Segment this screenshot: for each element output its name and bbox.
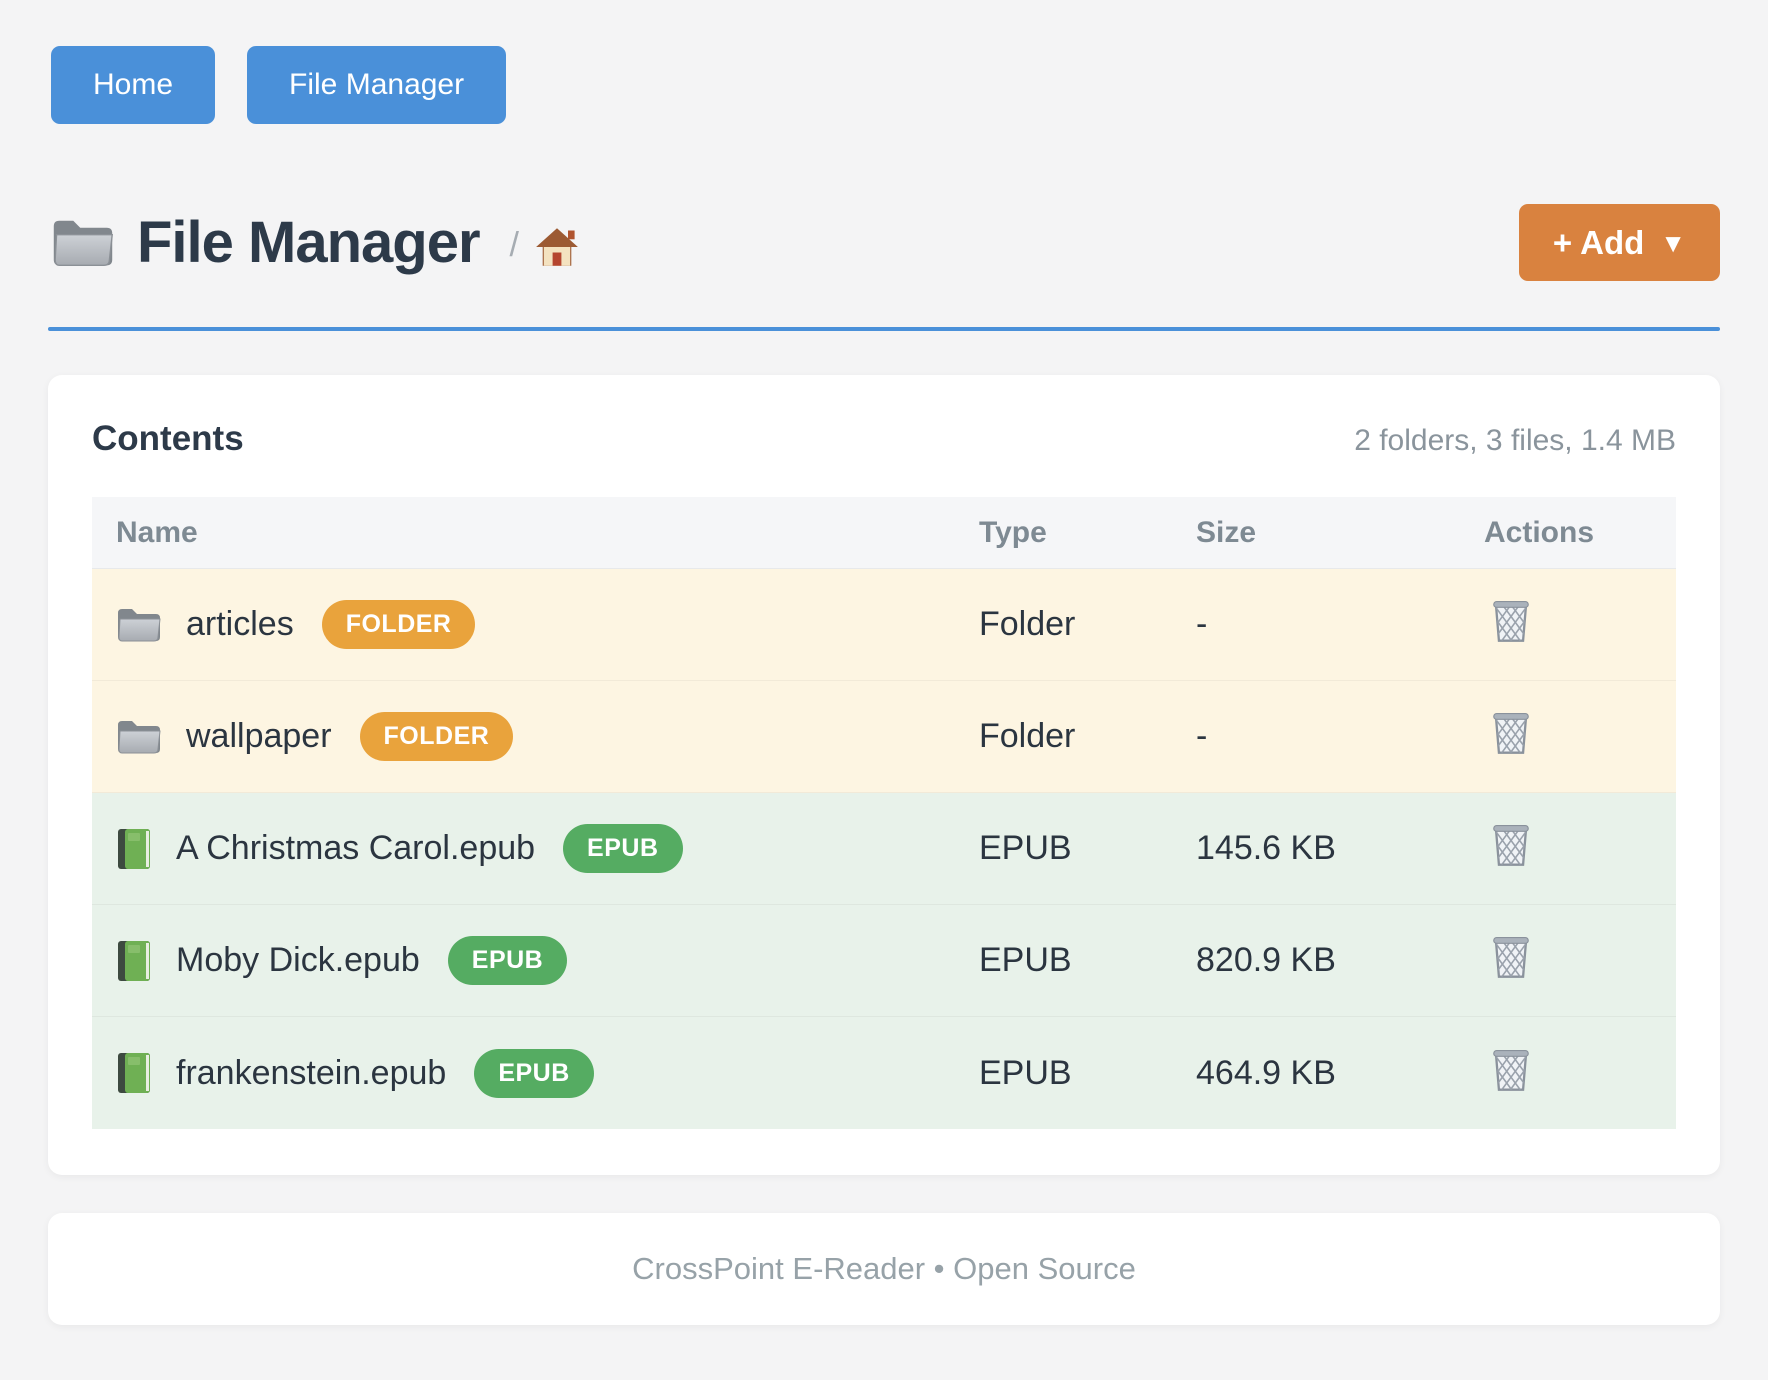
- file-name[interactable]: frankenstein.epub: [176, 1053, 447, 1092]
- folder-icon: [116, 718, 162, 756]
- folder-icon: [51, 215, 115, 271]
- table-row[interactable]: A Christmas Carol.epub EPUB EPUB 145.6 K…: [92, 793, 1676, 905]
- contents-card: Contents 2 folders, 3 files, 1.4 MB Name…: [48, 375, 1720, 1175]
- trash-icon[interactable]: [1490, 709, 1532, 755]
- home-button[interactable]: Home: [51, 46, 216, 124]
- table-header: Name Type Size Actions: [92, 497, 1676, 569]
- type-cell: Folder: [979, 605, 1076, 643]
- file-name[interactable]: wallpaper: [186, 717, 332, 755]
- trash-icon[interactable]: [1490, 821, 1532, 867]
- page-title: File Manager: [137, 210, 481, 275]
- column-header-size: Size: [1196, 515, 1257, 549]
- type-badge: EPUB: [474, 1048, 594, 1098]
- size-cell: 820.9 KB: [1196, 941, 1336, 979]
- type-cell: EPUB: [979, 1053, 1072, 1092]
- book-icon: [116, 1051, 152, 1095]
- footer: CrossPoint E-Reader • Open Source: [48, 1213, 1720, 1325]
- title-group: File Manager /: [51, 209, 579, 276]
- size-cell: 145.6 KB: [1196, 829, 1336, 867]
- file-name[interactable]: articles: [186, 605, 294, 643]
- type-cell: Folder: [979, 717, 1076, 755]
- size-cell: -: [1196, 605, 1208, 643]
- file-manager-button[interactable]: File Manager: [247, 46, 507, 124]
- contents-summary: 2 folders, 3 files, 1.4 MB: [1354, 424, 1676, 457]
- page-header: File Manager / + Add ▼: [51, 204, 1720, 281]
- size-cell: -: [1196, 717, 1208, 755]
- type-badge: EPUB: [563, 824, 683, 873]
- chevron-down-icon: ▼: [1660, 227, 1686, 258]
- trash-icon[interactable]: [1490, 933, 1532, 979]
- trash-icon[interactable]: [1490, 1046, 1532, 1092]
- type-badge: FOLDER: [321, 600, 476, 649]
- top-nav: Home File Manager: [51, 46, 1720, 124]
- add-button-label: + Add: [1552, 224, 1645, 261]
- folder-icon: [116, 606, 162, 644]
- footer-text: CrossPoint E-Reader • Open Source: [632, 1251, 1136, 1286]
- column-header-type: Type: [979, 515, 1047, 549]
- home-icon[interactable]: [535, 226, 579, 268]
- header-divider: [48, 327, 1720, 331]
- trash-icon[interactable]: [1490, 597, 1532, 643]
- book-icon: [116, 827, 152, 871]
- add-button[interactable]: + Add ▼: [1518, 204, 1720, 281]
- type-cell: EPUB: [979, 829, 1072, 867]
- column-header-actions: Actions: [1484, 515, 1595, 549]
- type-badge: FOLDER: [359, 712, 514, 761]
- size-cell: 464.9 KB: [1196, 1053, 1336, 1092]
- column-header-name: Name: [116, 515, 198, 549]
- file-table: Name Type Size Actions articles FOLDER F…: [92, 497, 1676, 1129]
- table-row[interactable]: Moby Dick.epub EPUB EPUB 820.9 KB: [92, 905, 1676, 1017]
- file-name[interactable]: A Christmas Carol.epub: [176, 829, 536, 867]
- type-cell: EPUB: [979, 941, 1072, 979]
- type-badge: EPUB: [447, 936, 568, 985]
- file-name[interactable]: Moby Dick.epub: [176, 941, 420, 979]
- book-icon: [116, 939, 152, 983]
- table-row[interactable]: wallpaper FOLDER Folder -: [92, 681, 1676, 793]
- table-body: articles FOLDER Folder - wallpaper FOLDE…: [92, 569, 1676, 1129]
- breadcrumb-separator: /: [509, 226, 519, 264]
- table-row[interactable]: articles FOLDER Folder -: [92, 569, 1676, 681]
- table-row[interactable]: frankenstein.epub EPUB EPUB 464.9 KB: [92, 1017, 1676, 1129]
- contents-title: Contents: [92, 419, 244, 458]
